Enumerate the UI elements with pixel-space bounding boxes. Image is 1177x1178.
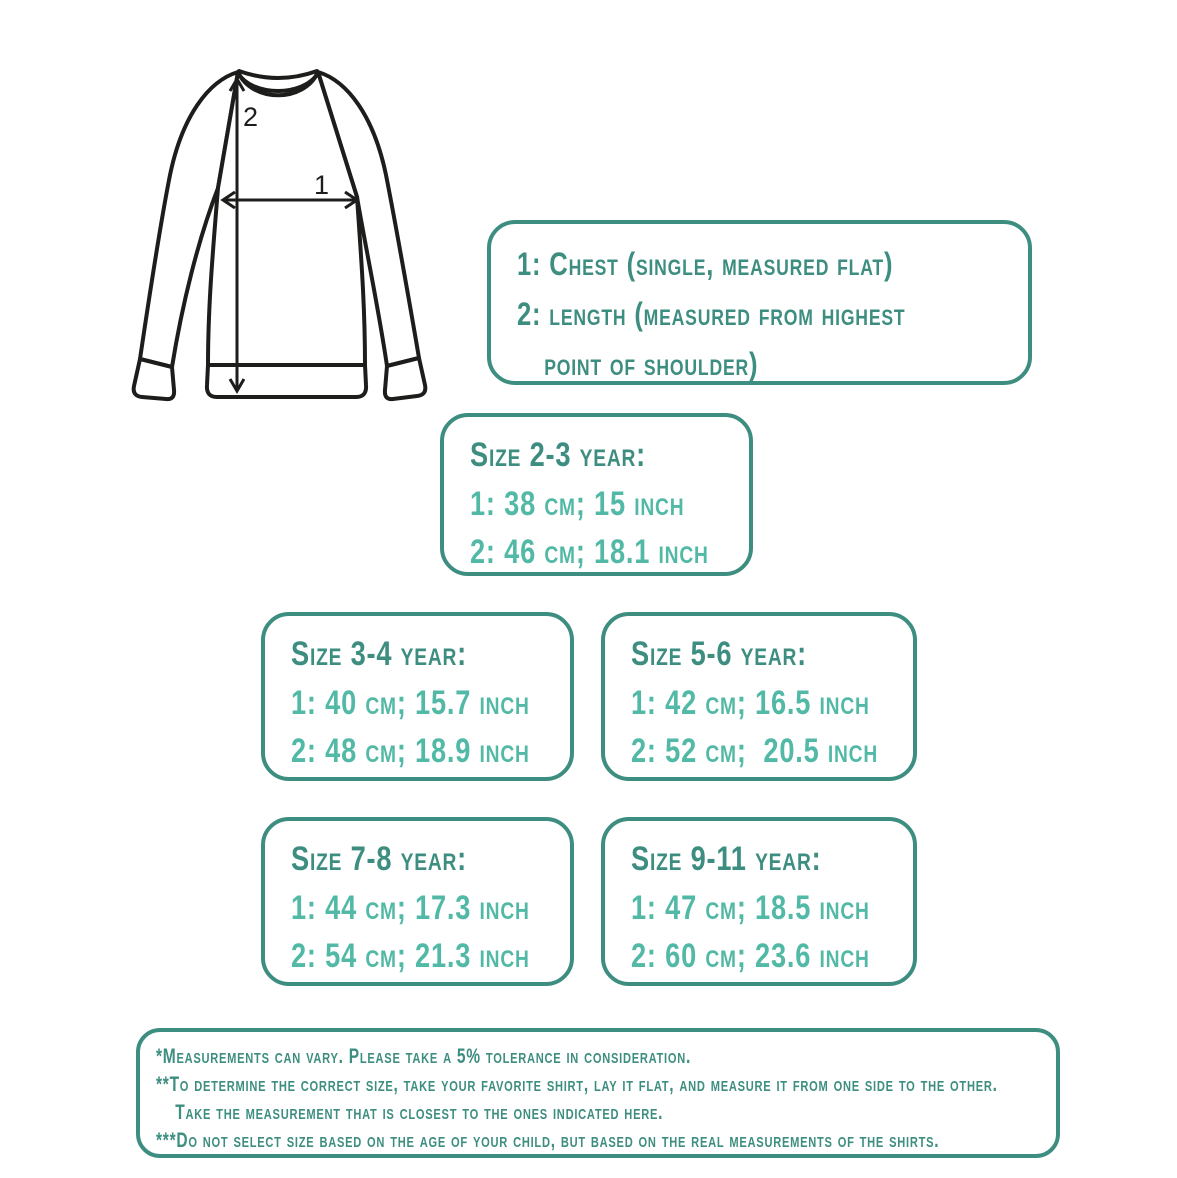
size-chest-value: 1: 40 cm; 15.7 inch: [291, 684, 530, 722]
length-arrow-label: 2: [243, 102, 258, 132]
size-title: Size 9-11 year:: [631, 840, 822, 878]
size-box-7-8-year: Size 7-8 year: 1: 44 cm; 17.3 inch 2: 54…: [261, 817, 574, 986]
size-length-value: 2: 60 cm; 23.6 inch: [631, 937, 870, 975]
chest-arrow: [220, 190, 360, 210]
sweater-hem-band: [204, 363, 369, 399]
size-box-5-6-year: Size 5-6 year: 1: 42 cm; 16.5 inch 2: 52…: [601, 612, 917, 781]
legend-line-length-cont: point of shoulder): [544, 346, 759, 382]
size-chest-value: 1: 38 cm; 15 inch: [470, 485, 685, 523]
size-box-3-4-year: Size 3-4 year: 1: 40 cm; 15.7 inch 2: 48…: [261, 612, 574, 781]
sweater-left-sleeve: [138, 70, 240, 369]
footnote-how-to-measure: **To determine the correct size, take yo…: [156, 1073, 998, 1096]
sweater-collar-ribbing: [236, 71, 320, 93]
sweater-collar-back-rim: [237, 69, 319, 80]
footnotes-box: *Measurements can vary. Please take a 5%…: [136, 1028, 1060, 1158]
size-length-value: 2: 46 cm; 18.1 inch: [470, 533, 709, 571]
size-chest-value: 1: 47 cm; 18.5 inch: [631, 889, 870, 927]
sweater-left-cuff: [131, 357, 177, 402]
size-title: Size 5-6 year:: [631, 635, 808, 673]
size-box-2-3-year: Size 2-3 year: 1: 38 cm; 15 inch 2: 46 c…: [440, 413, 753, 576]
sweater-body: [206, 70, 367, 367]
size-length-value: 2: 48 cm; 18.9 inch: [291, 732, 530, 770]
sweater-right-sleeve: [316, 70, 421, 368]
size-title: Size 2-3 year:: [470, 436, 647, 474]
size-length-value: 2: 52 cm; 20.5 inch: [631, 732, 879, 770]
footnote-tolerance: *Measurements can vary. Please take a 5%…: [156, 1045, 692, 1068]
legend-box: 1: Chest (single, measured flat) 2: leng…: [487, 220, 1032, 385]
size-chest-value: 1: 42 cm; 16.5 inch: [631, 684, 870, 722]
sweater-right-cuff: [382, 356, 428, 402]
size-box-9-11-year: Size 9-11 year: 1: 47 cm; 18.5 inch 2: 6…: [601, 817, 917, 986]
sweater-diagram: 2 1: [131, 69, 428, 402]
size-chest-value: 1: 44 cm; 17.3 inch: [291, 889, 530, 927]
length-arrow: [228, 76, 246, 394]
legend-line-chest: 1: Chest (single, measured flat): [517, 246, 894, 282]
size-title: Size 3-4 year:: [291, 635, 468, 673]
size-title: Size 7-8 year:: [291, 840, 468, 878]
chest-arrow-label: 1: [314, 170, 329, 200]
footnote-age-warning: ***Do not select size based on the age o…: [156, 1129, 940, 1152]
size-length-value: 2: 54 cm; 21.3 inch: [291, 937, 530, 975]
legend-line-length: 2: length (measured from highest: [517, 296, 906, 332]
footnote-how-to-measure-cont: Take the measurement that is closest to …: [175, 1101, 664, 1124]
